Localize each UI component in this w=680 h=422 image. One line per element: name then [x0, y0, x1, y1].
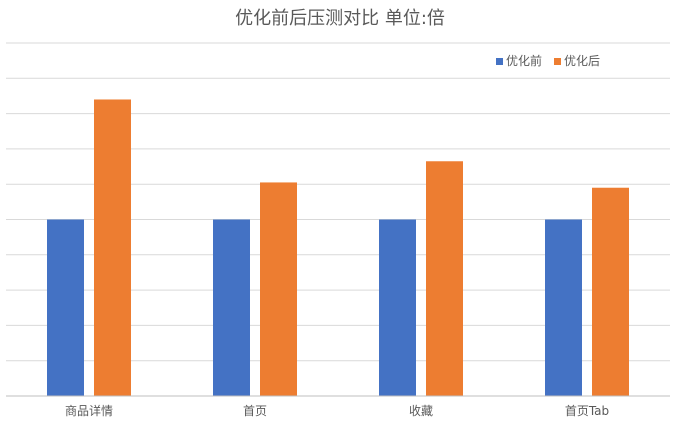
bar-after-3	[592, 187, 629, 396]
bar-before-1	[213, 219, 250, 396]
bar-after-1	[260, 182, 297, 396]
chart-title: 优化前后压测对比 单位:倍	[235, 8, 445, 29]
legend: 优化前 优化后	[496, 53, 600, 68]
x-tick-label: 商品详情	[65, 403, 113, 418]
bar-after-2	[426, 161, 463, 396]
legend-label-after: 优化后	[564, 54, 600, 68]
bar-before-3	[545, 219, 582, 396]
x-tick-label: 收藏	[409, 404, 433, 418]
legend-label-before: 优化前	[506, 53, 542, 68]
legend-swatch-before	[496, 58, 503, 65]
x-tick-label: 首页	[243, 404, 267, 418]
bar-before-2	[379, 219, 416, 396]
bars	[47, 99, 629, 396]
bar-after-0	[94, 99, 131, 396]
x-axis: 商品详情 首页 收藏 首页Tab	[6, 395, 670, 418]
legend-swatch-after	[554, 58, 561, 65]
bar-before-0	[47, 219, 84, 396]
x-tick-label: 首页Tab	[565, 404, 609, 418]
